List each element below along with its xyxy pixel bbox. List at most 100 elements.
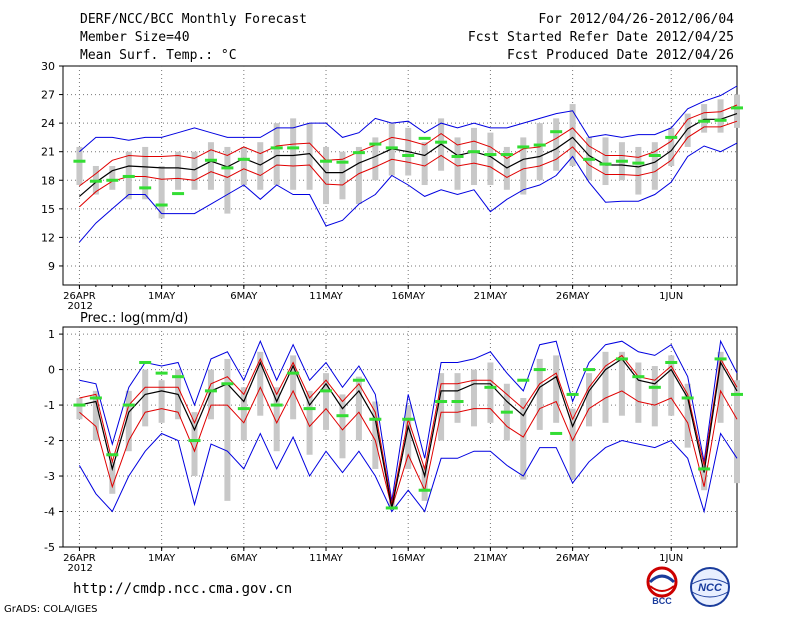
prec-spread-bar [454,373,461,423]
temp-spread-bar [109,165,116,190]
temp-observation-marker [237,157,250,161]
temp-spread-bar [668,127,675,166]
prec-observation-marker [615,357,628,361]
prec-observation-marker [336,414,349,418]
temp-observation-marker [484,153,497,157]
prec-observation-marker [500,410,513,414]
prec-observation-marker [303,407,316,411]
temp-frame [62,65,738,286]
temp-observation-marker [89,179,102,183]
temp-observation-marker [106,178,119,182]
temp-spread-bar [273,123,280,186]
prec-y-tick-label: -3 [44,470,55,483]
temp-observation-marker [369,142,382,146]
prec-spread-bar [323,373,330,430]
temp-lower-quartile-line [79,120,738,208]
prec-x-tick-sublabel: 2012 [67,563,92,574]
temp-y-tick-label: 12 [41,231,55,244]
prec-observation-marker [533,368,546,372]
prec-observation-marker [698,467,711,471]
bcc-logo-text: BCC [652,596,672,606]
temp-y-tick-label: 27 [41,89,55,102]
temp-y-tick-label: 18 [41,174,55,187]
temp-spread-bar [454,137,461,190]
prec-spread-bar [158,380,165,423]
prec-spread-bar [602,351,609,423]
prec-spread-bar [553,355,560,423]
temp-spread-bar [602,137,609,186]
temp-observation-marker [698,119,711,123]
source-url[interactable]: http://cmdp.ncc.cma.gov.cn [73,581,293,597]
prec-spread-bar [339,394,346,459]
temp-ensemble-mean-line [79,113,738,197]
temp-observation-marker [270,146,283,150]
temp-y-tick-label: 30 [41,60,55,73]
prec-observation-marker [566,392,579,396]
prec-spread-bar [438,373,445,441]
prec-x-tick-label: 26MAY [556,553,590,564]
temp-observation-marker [632,161,645,165]
temp-observation-marker [533,143,546,147]
temp-spread-bar [470,127,477,186]
prec-observation-marker [172,375,185,379]
temp-observation-marker [500,153,513,157]
prec-observation-marker [204,389,217,393]
prec-observation-marker [402,417,415,421]
prec-spread-bar [470,369,477,427]
prec-observation-marker [237,407,250,411]
temp-x-tick-label: 26MAY [556,291,590,302]
temp-observation-marker [172,192,185,196]
temp-spread-bar [651,142,658,190]
temp-spread-bar [224,146,231,214]
temp-observation-marker [155,203,168,207]
prec-x-tick-label: 26APR [63,553,96,564]
prec-spread-bar [142,369,149,427]
prec-spread-bar [520,397,527,480]
prec-spread-bar [668,355,675,416]
prec-observation-marker [484,385,497,389]
prec-spread-bar [536,358,543,430]
prec-observation-marker [139,360,152,364]
prec-observation-marker [89,396,102,400]
temp-observation-marker [402,154,415,158]
temp-observation-marker [451,154,464,158]
prec-spread-bar [109,461,116,494]
prec-observation-marker [73,403,86,407]
prec-spread-bar [421,465,428,501]
temp-observation-marker [139,186,152,190]
prec-frame [62,326,738,548]
temp-spread-bar [635,146,642,195]
prec-x-tick-label: 1JUN [659,553,683,564]
temp-observation-marker [517,145,530,149]
prec-lower-bound-line [78,432,738,514]
temp-spread-bar [323,146,330,205]
prec-spread-bar [635,362,642,423]
prec-spread-bar [290,355,297,420]
temp-observation-marker [714,118,727,122]
temp-observation-marker [435,140,448,144]
temp-observation-marker [320,159,333,163]
temp-upper-bound-line [79,85,738,153]
prec-spread-bar [586,373,593,427]
temp-spread-bar [684,113,691,147]
bcc-logo: BCC [646,566,678,606]
prec-x-tick-label: 16MAY [391,553,425,564]
temp-observation-marker [550,130,563,134]
temp-spread-bar [339,151,346,200]
temp-spread-bar [421,142,428,186]
prec-spread-bar [92,390,99,441]
temp-x-tick-label: 1MAY [148,291,176,302]
prec-observation-marker [665,360,678,364]
temp-observation-marker [122,174,135,178]
prec-observation-marker [632,375,645,379]
prec-observation-marker [451,400,464,404]
temp-spread-bar [158,165,165,219]
ncc-logo: NCC [690,567,730,607]
temp-observation-marker [73,159,86,163]
prec-spread-bar [257,351,264,416]
prec-observation-marker [435,400,448,404]
temp-lower-bound-line [79,142,738,243]
temp-observation-marker [336,160,349,164]
prec-y-tick-label: 1 [48,328,55,341]
